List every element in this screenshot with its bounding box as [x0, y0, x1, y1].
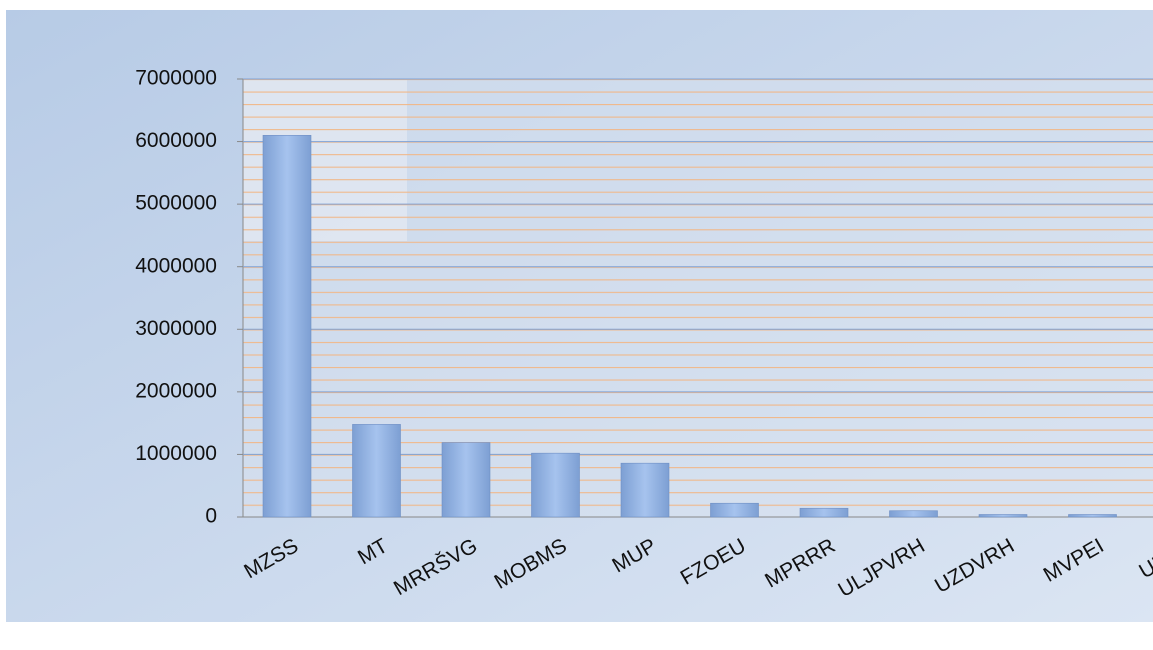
y-tick-label: 0: [205, 505, 217, 528]
y-tick-label: 6000000: [135, 129, 217, 152]
bar: [889, 510, 938, 518]
y-tick-label: 2000000: [135, 379, 217, 402]
bar: [1068, 514, 1117, 518]
y-tick-label: 7000000: [135, 67, 217, 90]
y-tick-label: 3000000: [135, 317, 217, 340]
bar: [262, 135, 312, 518]
bar: [531, 452, 580, 518]
bar: [352, 424, 401, 518]
bar: [710, 502, 759, 518]
bar: [978, 514, 1028, 518]
bar: [441, 442, 491, 518]
bar: [799, 507, 849, 518]
y-tick-label: 4000000: [135, 254, 217, 277]
y-tick-label: 1000000: [135, 442, 217, 465]
bar: [620, 462, 670, 518]
y-tick-label: 5000000: [135, 192, 217, 215]
